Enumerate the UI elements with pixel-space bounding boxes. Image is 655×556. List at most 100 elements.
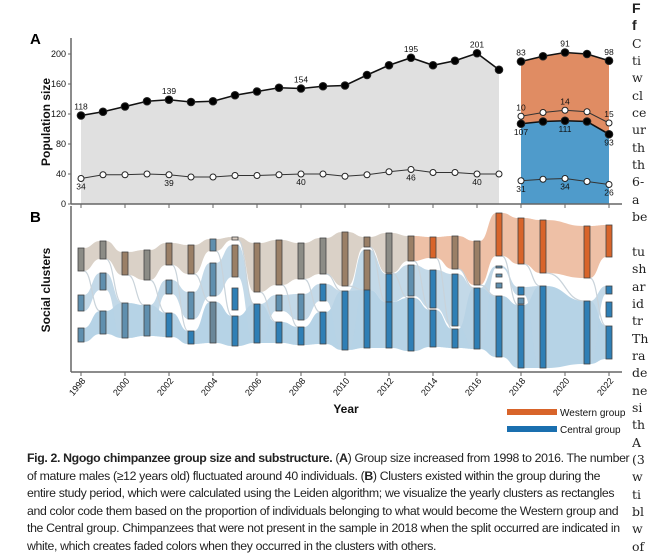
figure-caption: Fig. 2. Ngogo chimpanzee group size and … bbox=[27, 450, 630, 556]
cluster-rect bbox=[363, 249, 371, 291]
cluster-flow bbox=[458, 274, 474, 349]
cluster-rect bbox=[99, 240, 107, 260]
cluster-rect bbox=[473, 240, 481, 286]
panel-a-letter: A bbox=[30, 31, 41, 48]
cluster-flow-link bbox=[237, 239, 255, 305]
column-text-fragment: be bbox=[632, 209, 648, 225]
column-text-fragment: th bbox=[632, 139, 646, 155]
caption-text: ( bbox=[332, 451, 340, 465]
column-text-fragment: sh bbox=[632, 261, 647, 277]
cluster-flow bbox=[194, 263, 210, 319]
cluster-rect bbox=[495, 282, 503, 289]
cluster-rect bbox=[99, 272, 107, 291]
column-text-fragment: ne bbox=[632, 382, 648, 398]
mature-males-point bbox=[231, 172, 239, 179]
cluster-flow bbox=[326, 284, 342, 350]
cluster-rect bbox=[341, 231, 349, 287]
mature-males-point bbox=[253, 172, 261, 179]
cluster-flow bbox=[150, 243, 166, 280]
western-males-data-label: 14 bbox=[560, 96, 570, 106]
cluster-flow bbox=[348, 232, 364, 286]
group-size-point bbox=[120, 102, 130, 111]
cluster-flow bbox=[194, 302, 210, 344]
column-heading-fragment: f bbox=[632, 17, 637, 34]
cluster-rect bbox=[319, 237, 327, 275]
cluster-flow bbox=[370, 233, 386, 273]
western-size-data-label: 83 bbox=[516, 48, 526, 58]
western-size-point bbox=[516, 57, 526, 66]
cluster-rect bbox=[209, 301, 217, 344]
cluster-flow bbox=[524, 218, 540, 273]
y-tick-label: 200 bbox=[51, 49, 66, 59]
group-size-data-label: 195 bbox=[404, 44, 418, 54]
cluster-rect bbox=[473, 287, 481, 350]
cluster-rect bbox=[539, 285, 547, 369]
cluster-rect bbox=[429, 269, 437, 309]
western-males-point bbox=[539, 109, 547, 116]
cluster-rect bbox=[143, 304, 151, 337]
central-males-point bbox=[605, 181, 613, 188]
cluster-flow bbox=[84, 241, 100, 271]
cluster-rect bbox=[605, 325, 613, 360]
cluster-rect bbox=[605, 224, 613, 258]
column-text-fragment: w bbox=[632, 469, 643, 485]
column-text-fragment bbox=[632, 225, 655, 242]
cluster-rect bbox=[297, 242, 305, 280]
cluster-flow-link bbox=[171, 264, 189, 332]
cluster-flow-link bbox=[259, 291, 277, 323]
western-males-data-label: 10 bbox=[516, 102, 526, 112]
x-tick-label: 2016 bbox=[463, 376, 484, 398]
cluster-flow bbox=[502, 213, 518, 264]
cluster-flow bbox=[106, 241, 122, 275]
cluster-flow bbox=[546, 286, 584, 368]
x-tick-label: 2022 bbox=[595, 376, 616, 398]
cluster-flow bbox=[414, 298, 430, 351]
cluster-flow-link bbox=[391, 272, 409, 299]
cluster-rect bbox=[77, 247, 85, 272]
central-size-data-label: 107 bbox=[514, 127, 528, 137]
group-size-point bbox=[362, 70, 372, 80]
cluster-flow bbox=[436, 236, 452, 269]
cluster-rect bbox=[429, 309, 437, 348]
cluster-flow bbox=[282, 322, 298, 345]
central-size-data-label: 111 bbox=[559, 124, 572, 134]
group-size-point bbox=[428, 60, 438, 70]
western-males-point bbox=[605, 119, 613, 127]
cluster-rect bbox=[385, 232, 393, 274]
cluster-flow bbox=[128, 250, 144, 280]
central-size-point bbox=[582, 117, 592, 126]
caption-ref-a: A bbox=[339, 451, 348, 465]
column-text-fragment: C bbox=[632, 35, 642, 51]
cluster-rect bbox=[187, 330, 195, 345]
caption-text: ) Group size increased from 1998 to 2016… bbox=[27, 451, 630, 483]
y-axis-label-clusters: Social clusters bbox=[39, 247, 53, 332]
legend-swatch-western bbox=[507, 409, 557, 415]
column-text-fragment: th bbox=[632, 157, 646, 173]
mature-males-data-label: 40 bbox=[472, 177, 482, 187]
cluster-flow bbox=[546, 220, 584, 278]
cluster-rect bbox=[77, 327, 85, 343]
mature-males-point bbox=[209, 173, 217, 181]
cluster-flow-link bbox=[83, 270, 101, 312]
cluster-rect bbox=[605, 285, 613, 295]
central-size-data-label: 93 bbox=[604, 137, 614, 147]
mature-males-data-label: 46 bbox=[406, 173, 416, 183]
central-males-point bbox=[539, 175, 547, 183]
y-tick-label: 40 bbox=[56, 169, 66, 179]
central-males-point bbox=[561, 175, 569, 182]
cluster-rect bbox=[605, 301, 613, 318]
cluster-rect bbox=[209, 262, 217, 297]
y-tick-label: 160 bbox=[51, 79, 66, 89]
group-size-point bbox=[318, 81, 328, 91]
mature-males-point bbox=[165, 171, 173, 179]
group-size-point bbox=[186, 97, 196, 107]
cluster-flow bbox=[326, 232, 342, 286]
cluster-flow-link bbox=[149, 279, 167, 314]
cluster-flow-link bbox=[193, 273, 211, 303]
cluster-rect bbox=[385, 273, 393, 303]
cluster-flow-link bbox=[523, 263, 541, 287]
group-size-point bbox=[164, 95, 174, 105]
mature-males-point bbox=[495, 170, 503, 178]
cluster-flow bbox=[348, 250, 364, 350]
cluster-rect bbox=[319, 311, 327, 345]
